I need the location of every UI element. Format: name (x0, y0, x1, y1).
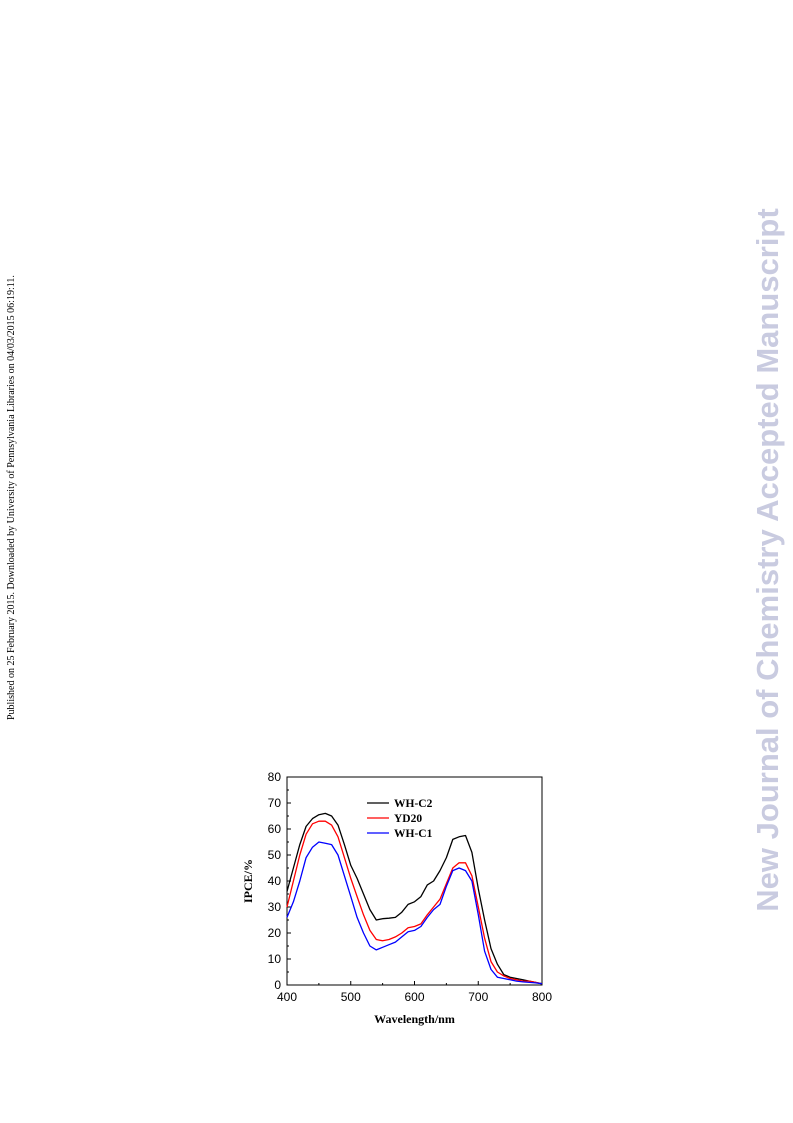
y-tick-label: 30 (268, 900, 282, 914)
ipce-chart: 400 500 600 700 800 0 10 20 30 40 50 60 70 80 WH-C2 YD… (241, 770, 553, 1026)
y-tick-label: 0 (274, 978, 281, 992)
series-line-wh-c2 (286, 812, 543, 985)
x-tick-label: 400 (277, 990, 297, 1004)
journal-watermark: New Journal of Chemistry Accepted Manusc… (750, 208, 785, 912)
publication-note: Published on 25 February 2015. Downloade… (6, 275, 17, 720)
y-tick-label: 60 (268, 822, 282, 836)
legend-label: WH-C2 (394, 798, 433, 810)
y-tick-label: 50 (268, 848, 282, 862)
y-tick-label: 40 (268, 874, 282, 888)
series-layer (286, 812, 543, 985)
legend-label: YD20 (394, 813, 422, 825)
y-axis-label: IPCE/% (241, 859, 255, 903)
series-line-wh-c1 (286, 841, 543, 985)
series-line-yd20 (286, 820, 543, 985)
x-tick-label: 700 (468, 990, 488, 1004)
y-tick-label: 80 (268, 770, 282, 784)
x-tick-label: 600 (404, 990, 424, 1004)
x-axis-label: Wavelength/nm (374, 1012, 455, 1026)
y-tick-label: 10 (268, 952, 282, 966)
y-tick-label: 70 (268, 796, 282, 810)
legend-label: WH-C1 (394, 828, 433, 840)
legend: WH-C2 YD20 WH-C1 (367, 798, 433, 840)
x-tick-label: 500 (341, 990, 361, 1004)
y-tick-label: 20 (268, 926, 282, 940)
x-tick-label: 800 (532, 990, 552, 1004)
axis-ticks: 400 500 600 700 800 0 10 20 30 40 50 60 70 80 (268, 770, 553, 1004)
